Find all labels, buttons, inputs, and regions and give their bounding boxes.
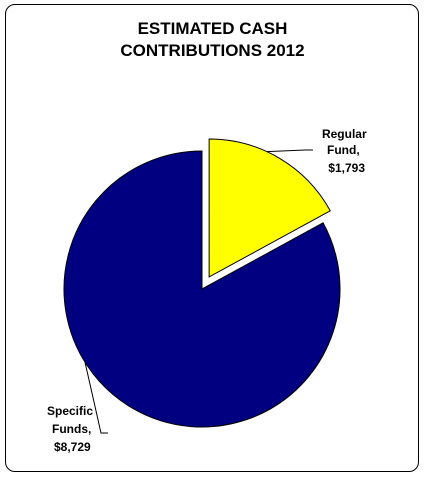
slice-label-regular-fund-line-1: Regular <box>322 127 367 141</box>
slice-label-specific-funds-line-3: $8,729 <box>54 440 91 454</box>
slice-label-specific-funds-line-2: Funds, <box>52 422 91 436</box>
leader-line-specific-funds <box>84 361 108 434</box>
pie-slice-regular-fund <box>208 138 331 278</box>
slice-label-specific-funds: Specific Funds, $8,729 <box>47 404 96 454</box>
slice-label-specific-funds-line-1: Specific <box>47 404 93 418</box>
chart-title-line-1: ESTIMATED CASH <box>137 19 288 38</box>
slice-label-regular-fund: Regular Fund, $1,793 <box>322 127 370 175</box>
leader-line-regular-fund <box>266 149 313 153</box>
slice-label-regular-fund-line-3: $1,793 <box>328 161 365 175</box>
chart-title-line-2: CONTRIBUTIONS 2012 <box>120 41 305 60</box>
slice-label-regular-fund-line-2: Fund, <box>327 143 360 157</box>
pie-slice-specific-funds <box>63 150 341 428</box>
chart-title: ESTIMATED CASH CONTRIBUTIONS 2012 <box>0 18 425 62</box>
